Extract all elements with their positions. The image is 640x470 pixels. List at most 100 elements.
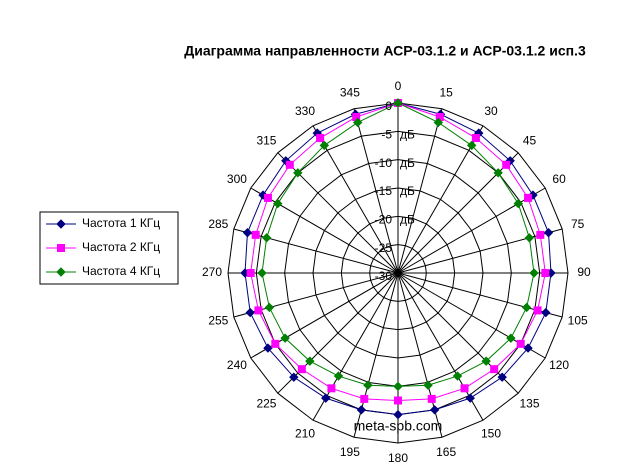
spoke xyxy=(397,272,519,394)
marker xyxy=(285,160,294,169)
unit-label: дБ xyxy=(400,184,415,198)
marker xyxy=(352,117,363,128)
spoke xyxy=(397,228,563,274)
category-label: 150 xyxy=(481,426,501,440)
category-label: 300 xyxy=(227,172,247,186)
marker xyxy=(254,306,263,315)
watermark: meta-spb.com xyxy=(354,418,443,434)
marker xyxy=(305,356,315,366)
category-label: 210 xyxy=(295,426,315,440)
marker xyxy=(429,405,440,415)
marker xyxy=(433,117,444,128)
marker xyxy=(452,371,463,381)
marker xyxy=(251,230,260,239)
legend-marker xyxy=(56,267,66,277)
marker xyxy=(523,343,533,353)
marker xyxy=(516,339,525,348)
marker xyxy=(521,302,532,313)
marker xyxy=(427,394,436,403)
spoke xyxy=(250,187,399,274)
marker xyxy=(316,134,325,143)
radial-tick-label: -30 xyxy=(375,269,393,283)
marker xyxy=(481,356,491,366)
category-label: 225 xyxy=(256,397,276,411)
marker xyxy=(263,193,272,202)
category-label: 15 xyxy=(439,86,453,100)
spoke xyxy=(233,228,399,274)
marker xyxy=(393,98,403,108)
legend-label: Частота 4 КГц xyxy=(82,264,160,278)
marker xyxy=(246,269,255,277)
radial-tick-label: -15 xyxy=(375,184,393,198)
marker xyxy=(490,365,499,374)
marker xyxy=(245,307,255,318)
marker xyxy=(293,168,303,178)
marker xyxy=(280,333,290,343)
radial-tick-label: -10 xyxy=(375,156,393,170)
category-label: 330 xyxy=(295,104,315,118)
spoke xyxy=(397,187,546,274)
category-label: 60 xyxy=(552,172,566,186)
marker xyxy=(465,393,475,403)
marker xyxy=(502,160,511,169)
spoke xyxy=(312,125,399,274)
marker xyxy=(360,394,369,403)
marker xyxy=(506,333,516,343)
unit-label: дБ xyxy=(400,128,415,142)
marker xyxy=(356,405,367,415)
legend-marker xyxy=(56,219,66,229)
radial-tick-label: -25 xyxy=(375,241,393,255)
marker xyxy=(263,343,273,353)
spoke xyxy=(397,125,484,274)
category-label: 30 xyxy=(484,104,498,118)
marker xyxy=(321,393,331,403)
marker xyxy=(471,134,480,143)
marker xyxy=(393,409,403,420)
marker xyxy=(271,339,280,348)
category-label: 345 xyxy=(340,86,360,100)
category-label: 135 xyxy=(520,397,540,411)
category-label: 240 xyxy=(227,358,247,372)
legend-label: Частота 2 КГц xyxy=(82,240,160,254)
radial-tick-label: -20 xyxy=(375,213,393,227)
marker xyxy=(242,227,253,238)
category-label: 255 xyxy=(208,313,228,327)
radial-tick-label: 0 xyxy=(385,99,392,113)
marker xyxy=(423,380,433,390)
category-label: 270 xyxy=(202,265,222,279)
category-label: 120 xyxy=(549,358,569,372)
marker xyxy=(541,307,551,318)
marker xyxy=(264,302,275,313)
marker xyxy=(543,227,554,238)
category-label: 180 xyxy=(388,451,408,465)
legend-label: Частота 1 КГц xyxy=(82,216,160,230)
marker xyxy=(257,268,267,278)
category-label: 105 xyxy=(568,313,588,327)
category-label: 0 xyxy=(395,79,402,93)
category-label: 45 xyxy=(523,134,537,148)
marker xyxy=(261,233,272,243)
marker xyxy=(394,396,402,405)
marker xyxy=(319,140,330,151)
category-label: 195 xyxy=(340,445,360,459)
category-label: 90 xyxy=(577,265,591,279)
category-label: 165 xyxy=(436,445,456,459)
chart-title: Диаграмма направленности АСР-03.1.2 и АС… xyxy=(184,43,586,59)
marker xyxy=(524,193,533,202)
marker xyxy=(533,306,542,315)
marker xyxy=(541,269,550,277)
radial-tick-label: -5 xyxy=(381,128,392,142)
marker xyxy=(327,384,336,393)
spoke xyxy=(353,108,399,274)
marker xyxy=(333,371,344,381)
unit-label: дБ xyxy=(400,156,415,170)
spoke xyxy=(397,108,443,274)
marker xyxy=(466,140,477,151)
marker xyxy=(493,168,503,178)
marker xyxy=(273,198,283,209)
marker xyxy=(297,365,306,374)
unit-label: дБ xyxy=(400,213,415,227)
marker xyxy=(393,381,403,392)
marker xyxy=(524,233,535,243)
